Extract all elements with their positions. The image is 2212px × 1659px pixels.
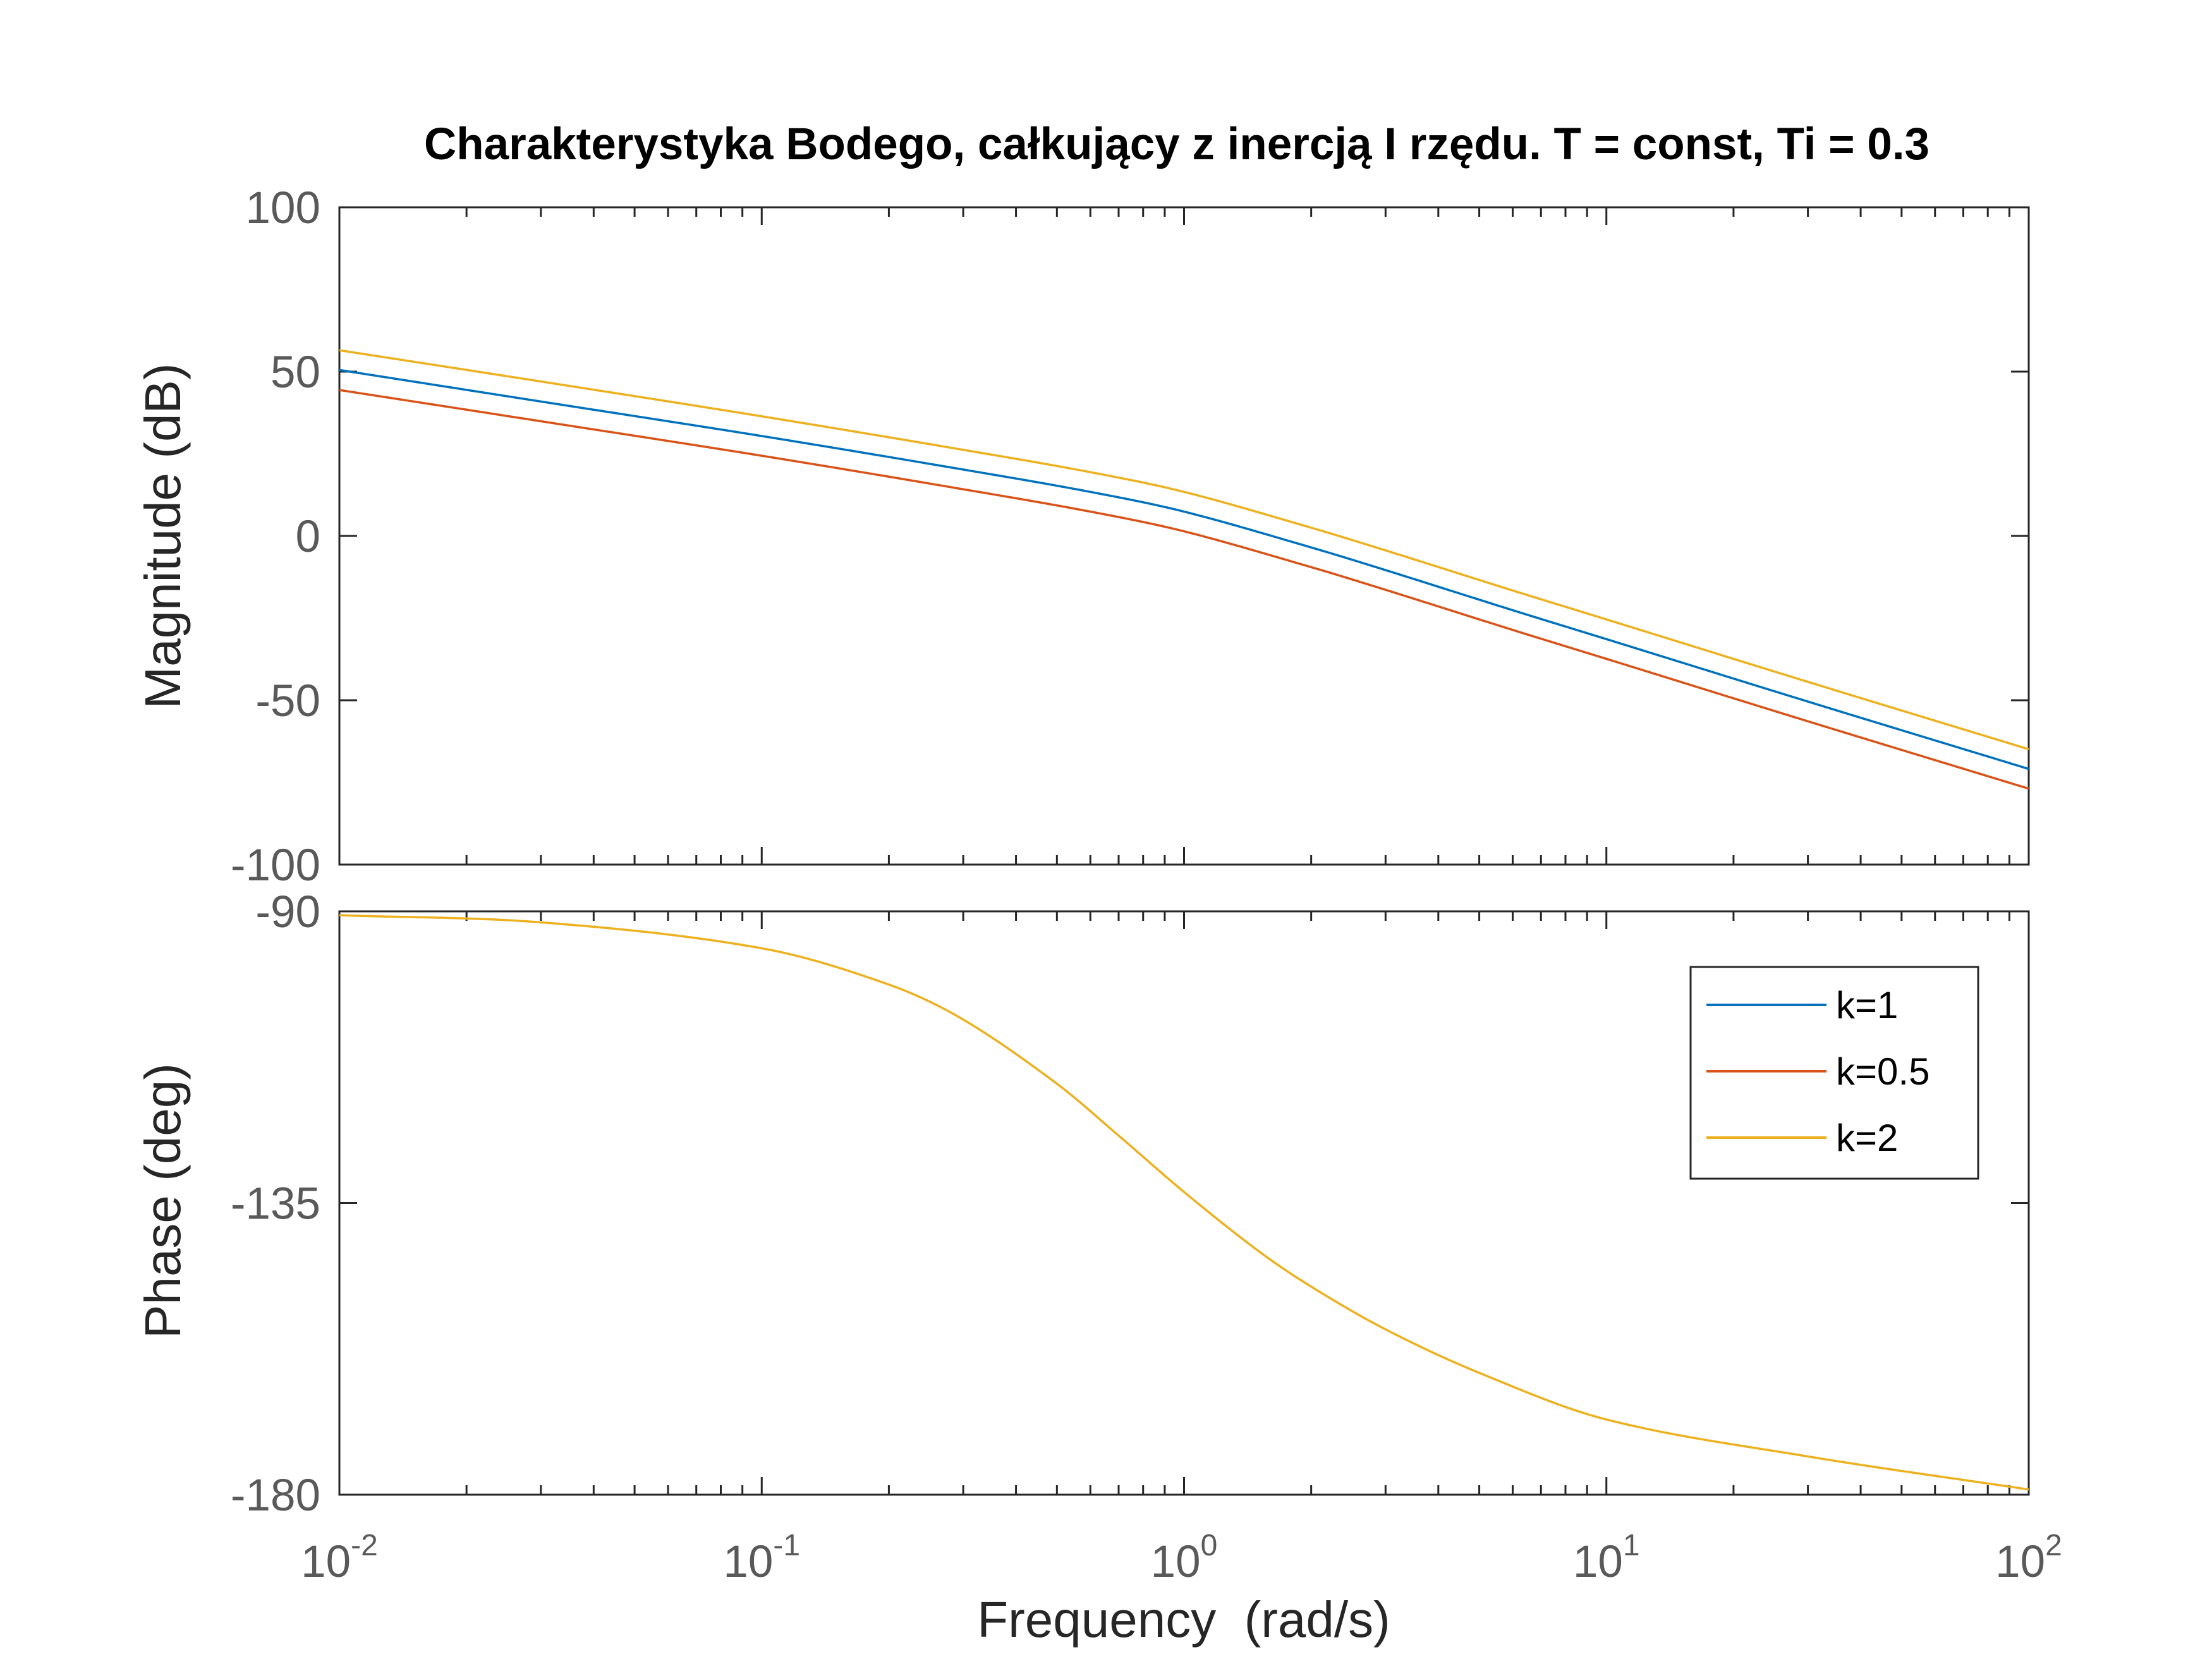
y-tick-label: -50 [255,676,320,726]
phase-series [339,914,2029,1491]
legend-label: k=1 [1836,984,1898,1026]
x-tick-label: 10-1 [723,1529,800,1587]
y-tick-label: 0 [296,512,321,562]
legend-label: k=0.5 [1836,1050,1929,1093]
x-tick-label: 102 [1995,1529,2062,1587]
phase-x-tick-labels: 10-2 10-1 100 101 102 [301,1529,2062,1587]
x-tick-label: 10-2 [301,1529,378,1587]
y-tick-label: -180 [231,1471,320,1521]
magnitude-axes: 100 50 0 -50 -100 Magnitude (dB) [135,183,2030,890]
y-tick-label: -100 [231,841,320,890]
phase-y-tick-labels: -90 -135 -180 [231,887,320,1521]
x-tick-label: 100 [1151,1529,1218,1587]
legend-label: k=2 [1836,1117,1898,1159]
series-line-k=0.5 [339,389,2029,790]
legend-box [1689,966,1979,1180]
magnitude-y-axis-label: Magnitude (dB) [135,363,191,709]
magnitude-series [339,349,2029,790]
series-line-k=2 [339,914,2029,1491]
chart-title: Charakterystyka Bodego, całkujący z iner… [424,119,1929,169]
phase-ticks [338,910,2029,1496]
legend-items: k=1 k=0.5 k=2 [1706,984,1929,1159]
y-tick-label: -135 [231,1179,320,1229]
phase-axes: -90 -135 -180 10-2 10-1 100 101 102 Phase (deg… [135,887,2062,1648]
series-line-k=1 [339,368,2029,770]
series-line-k=2 [339,349,2029,751]
magnitude-plot-area [338,206,2030,866]
magnitude-y-tick-labels: 100 50 0 -50 -100 [231,183,320,890]
x-axis-label: Frequency (rad/s) [977,1591,1390,1648]
phase-y-axis-label: Phase (deg) [135,1063,191,1339]
y-tick-label: 100 [246,183,320,233]
legend: k=1 k=0.5 k=2 [1689,966,1979,1180]
y-tick-label: -90 [255,887,320,937]
x-tick-label: 101 [1573,1529,1640,1587]
y-tick-label: 50 [270,348,320,398]
